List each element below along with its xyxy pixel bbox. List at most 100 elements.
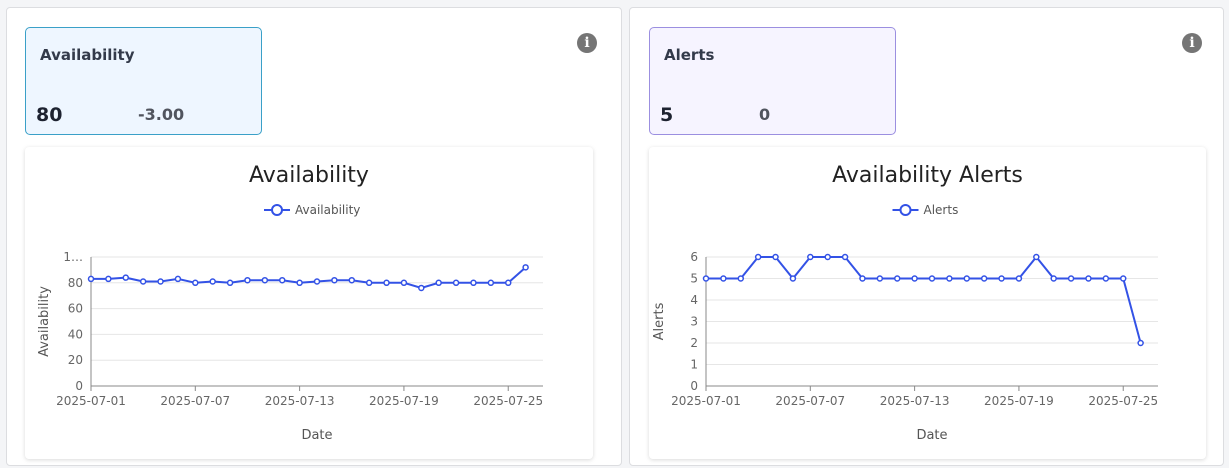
data-point (487, 279, 495, 287)
info-icon[interactable]: i (1182, 33, 1202, 53)
y-tick-label: 20 (68, 353, 83, 367)
x-tick-label: 2025-07-19 (369, 394, 439, 408)
data-point (261, 276, 269, 284)
data-point (998, 275, 1005, 282)
y-tick-label: 60 (68, 302, 83, 316)
data-point (313, 278, 321, 285)
x-tick-label: 2025-07-25 (1088, 394, 1158, 408)
chart-title: Availability Alerts (832, 163, 1023, 188)
y-tick-label: 80 (68, 276, 83, 290)
y-axis-label: Alerts (652, 302, 667, 340)
data-point (365, 279, 373, 287)
data-point (174, 275, 182, 283)
data-point (859, 275, 866, 282)
data-point (789, 275, 797, 282)
data-point (963, 275, 971, 282)
data-point (1015, 275, 1023, 282)
data-point (772, 253, 779, 261)
data-point (139, 278, 147, 285)
data-point (1102, 275, 1110, 282)
data-point (1067, 275, 1075, 282)
data-point (383, 279, 390, 287)
data-point (737, 275, 745, 282)
data-point (470, 279, 477, 287)
x-tick-label: 2025-07-01 (56, 394, 126, 408)
kpi-card[interactable]: Availability 80 -3.00 (25, 27, 262, 135)
kpi-value: 80 (36, 104, 63, 126)
y-tick-label: 40 (68, 327, 83, 341)
x-tick-label: 2025-07-25 (473, 394, 543, 408)
legend-label: Availability (295, 203, 360, 217)
data-point (911, 275, 918, 282)
data-point (1137, 339, 1144, 347)
data-point (841, 253, 849, 261)
data-point (418, 284, 425, 292)
data-point (244, 276, 251, 284)
x-tick-label: 2025-07-07 (775, 394, 845, 408)
data-point (278, 276, 286, 284)
data-point (1033, 253, 1040, 261)
y-tick-label: 3 (690, 315, 698, 329)
data-point (1050, 275, 1057, 282)
x-tick-label: 2025-07-01 (671, 394, 741, 408)
kpi-value: 5 (660, 104, 674, 126)
legend-marker (271, 204, 283, 216)
data-point (348, 276, 356, 284)
x-tick-label: 2025-07-13 (880, 394, 950, 408)
x-tick-label: 2025-07-13 (265, 394, 335, 408)
data-point (157, 278, 164, 285)
info-icon[interactable]: i (577, 33, 597, 53)
data-point (87, 275, 95, 283)
data-point (1119, 275, 1127, 282)
chart-card: Availability Date Availability 0 20 40 60 80 1… 2… (25, 147, 593, 459)
data-point (296, 279, 303, 287)
data-point (105, 275, 112, 283)
data-point (807, 253, 814, 261)
x-tick-label: 2025-07-07 (160, 394, 230, 408)
chart: Availability Alerts Date Alerts 0 1 2 3 4 5 6 2025… (652, 163, 1158, 443)
data-point (928, 275, 936, 282)
x-axis-label: Date (916, 428, 947, 443)
y-tick-label: 1… (63, 250, 83, 264)
y-tick-label: 0 (690, 379, 698, 393)
x-axis-label: Date (301, 428, 332, 443)
data-point (946, 275, 953, 282)
data-point (122, 274, 130, 281)
data-point (209, 278, 216, 285)
data-point (504, 279, 512, 287)
data-point (400, 279, 408, 287)
y-axis-label: Availability (37, 286, 52, 357)
data-point (754, 253, 762, 261)
data-point (452, 279, 460, 287)
data-point (702, 275, 710, 282)
chart: Availability Date Availability 0 20 40 60 80 1… 2… (37, 163, 543, 443)
y-tick-label: 2 (690, 336, 698, 350)
y-tick-label: 4 (690, 293, 698, 307)
data-point (331, 276, 338, 284)
legend-marker (899, 204, 912, 216)
y-tick-label: 6 (690, 250, 698, 264)
chart-title: Availability (249, 163, 369, 188)
data-point (893, 275, 901, 282)
kpi-title: Availability (40, 46, 135, 64)
series-line (91, 266, 527, 290)
data-point (435, 279, 442, 287)
data-point (720, 275, 727, 282)
legend-label: Alerts (924, 203, 959, 217)
data-point (192, 279, 199, 287)
data-point (824, 253, 831, 261)
x-tick-label: 2025-07-19 (984, 394, 1054, 408)
y-tick-label: 1 (690, 358, 698, 372)
y-tick-label: 0 (75, 379, 83, 393)
kpi-change: -3.00 (138, 105, 185, 124)
data-point (980, 275, 988, 282)
chart-card: Availability Alerts Date Alerts 0 1 2 3 4 5 6 2025… (649, 147, 1206, 459)
kpi-title: Alerts (664, 46, 715, 64)
data-point (226, 279, 234, 287)
data-point (522, 264, 529, 271)
kpi-change: 0 (759, 105, 771, 124)
kpi-card[interactable]: Alerts 5 0 (649, 27, 896, 135)
y-tick-label: 5 (690, 272, 698, 286)
data-point (1085, 275, 1092, 282)
